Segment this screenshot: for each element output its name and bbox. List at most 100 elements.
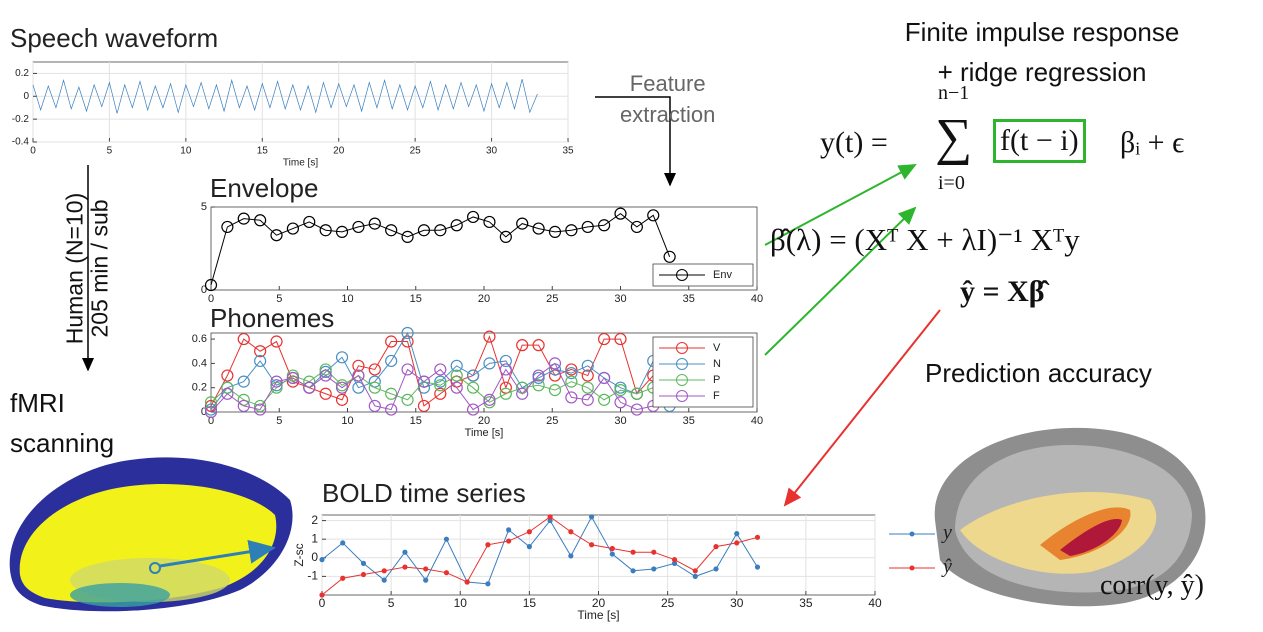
marker: [335, 381, 349, 394]
marker: [423, 577, 429, 583]
feature-label: Feature extraction: [620, 68, 715, 130]
marker: [598, 219, 611, 232]
marker: [565, 363, 578, 376]
x-tick-label: 0: [319, 596, 326, 610]
marker: [565, 224, 578, 237]
text: + ridge regression: [937, 57, 1147, 87]
marker: [499, 230, 512, 243]
marker: [483, 330, 496, 343]
series-line: [321, 515, 758, 585]
marker: [335, 225, 349, 238]
y-tick-label: 0.2: [15, 68, 29, 79]
x-tick-label: 5: [388, 596, 395, 610]
x-tick-label: 35: [683, 415, 695, 427]
marker: [548, 225, 562, 238]
marker: [598, 332, 611, 346]
text: fMRI: [10, 388, 65, 418]
marker: [630, 549, 636, 555]
marker: [734, 540, 740, 546]
marker: [532, 369, 545, 382]
x-tick-label: 20: [333, 146, 345, 157]
marker: [368, 399, 381, 413]
x-axis-label: Time [s]: [465, 427, 504, 439]
minutes-label: 205 min / sub: [86, 199, 113, 338]
x-tick-label: 35: [562, 146, 574, 157]
marker: [402, 564, 408, 570]
marker: [609, 551, 615, 557]
legend-label: N: [713, 358, 721, 370]
y-axis-label: Z-sc: [292, 543, 306, 566]
x-tick-label: 0: [208, 293, 214, 305]
arrow: [595, 96, 676, 187]
marker: [443, 536, 450, 542]
x-tick-label: 5: [276, 293, 282, 305]
x-tick-label: 15: [410, 415, 422, 427]
marker: [754, 564, 761, 570]
marker: [340, 575, 346, 581]
marker: [630, 220, 643, 234]
text: scanning: [10, 428, 115, 458]
chart-title: Phonemes: [210, 303, 334, 333]
text: Feature: [629, 71, 706, 96]
marker: [614, 207, 627, 220]
fmri-label: fMRI scanning: [10, 383, 114, 463]
marker: [516, 339, 529, 352]
marker: [598, 371, 611, 385]
marker: [450, 369, 463, 382]
y-tick-label: -0.4: [12, 137, 30, 148]
marker: [450, 359, 463, 372]
marker: [385, 224, 398, 237]
x-tick-label: 10: [341, 415, 353, 427]
arrow: [764, 206, 917, 356]
marker: [568, 553, 574, 559]
fir-title: Finite impulse response + ridge regressio…: [842, 12, 1242, 92]
legend-label: Env: [713, 269, 732, 281]
legend-box: [652, 336, 754, 408]
legend-label: y: [941, 522, 952, 544]
y-tick-label: -1: [307, 569, 318, 583]
marker: [368, 217, 381, 230]
marker: [466, 381, 480, 394]
marker: [565, 375, 578, 388]
marker: [385, 354, 398, 368]
eq-lower: i=0: [938, 172, 965, 194]
marker: [417, 375, 431, 388]
marker: [352, 369, 365, 382]
x-tick-label: 15: [257, 146, 269, 157]
marker: [204, 396, 218, 409]
marker: [671, 557, 678, 563]
x-tick-label: 25: [661, 596, 675, 610]
marker: [506, 527, 512, 533]
y-tick-label: 1: [311, 531, 318, 545]
marker: [483, 393, 496, 406]
marker: [630, 568, 636, 574]
marker: [303, 215, 316, 229]
marker: [450, 219, 463, 232]
marker: [630, 403, 643, 416]
marker: [385, 403, 398, 416]
marker: [692, 573, 698, 579]
legend-marker: [909, 531, 915, 537]
eq-ridge: β̂(λ) = (Xᵀ X + λI)⁻¹ Xᵀy: [770, 222, 1080, 257]
eq-term: f(t − i): [993, 119, 1086, 163]
y-tick-label: 0: [23, 91, 29, 102]
marker: [581, 359, 594, 372]
marker: [651, 566, 657, 572]
x-tick-label: 20: [592, 596, 606, 610]
chart-title: Envelope: [210, 173, 318, 203]
marker: [237, 375, 250, 388]
legend-marker: [676, 269, 688, 281]
x-axis-label: Time [s]: [283, 158, 318, 169]
plot-area: [32, 61, 569, 143]
x-tick-label: 20: [478, 415, 490, 427]
x-tick-label: 10: [454, 596, 468, 610]
marker: [221, 387, 234, 400]
legend-label: V: [713, 342, 721, 354]
brain-right: [934, 427, 1206, 607]
eq-pred: ŷ = Xβ̂: [960, 275, 1045, 308]
marker: [499, 381, 512, 394]
marker: [532, 222, 545, 235]
marker: [466, 369, 480, 382]
